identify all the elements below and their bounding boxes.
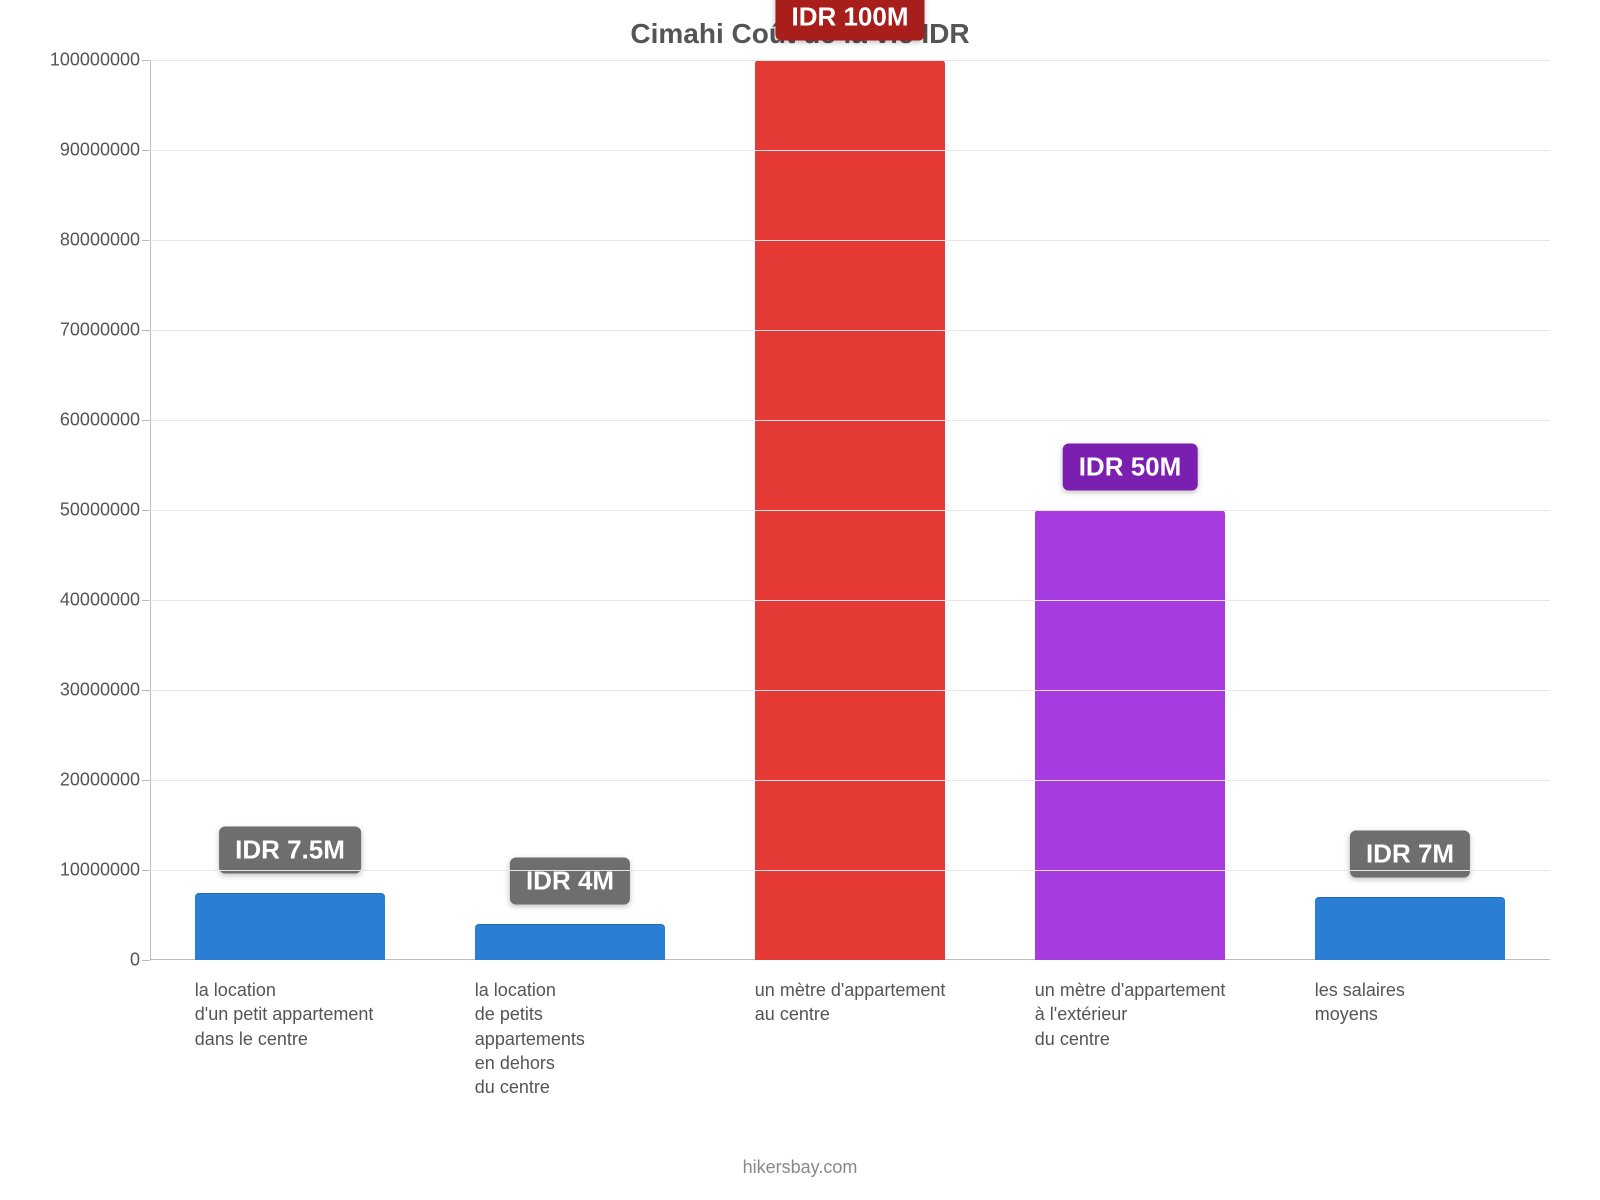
grid-line — [150, 60, 1550, 61]
bar — [475, 924, 665, 960]
x-axis-label: les salaires moyens — [1315, 978, 1545, 1027]
y-tick-mark — [142, 960, 150, 961]
bar-value-badge: IDR 100M — [775, 0, 924, 41]
y-tick-mark — [142, 60, 150, 61]
y-tick-label: 50000000 — [30, 500, 140, 521]
bar-value-badge: IDR 4M — [510, 858, 630, 905]
grid-line — [150, 780, 1550, 781]
y-tick-label: 90000000 — [30, 140, 140, 161]
y-tick-label: 30000000 — [30, 680, 140, 701]
y-tick-mark — [142, 510, 150, 511]
y-tick-label: 20000000 — [30, 770, 140, 791]
bar — [1035, 510, 1225, 960]
bar-value-badge: IDR 50M — [1063, 444, 1198, 491]
grid-line — [150, 420, 1550, 421]
x-axis-labels: la location d'un petit appartement dans … — [150, 970, 1550, 1170]
y-tick-label: 80000000 — [30, 230, 140, 251]
y-tick-mark — [142, 780, 150, 781]
x-axis-label: un mètre d'appartement à l'extérieur du … — [1035, 978, 1265, 1051]
grid-line — [150, 510, 1550, 511]
plot-area: IDR 7.5MIDR 4MIDR 100MIDR 50MIDR 7M 0100… — [150, 60, 1550, 960]
y-tick-label: 40000000 — [30, 590, 140, 611]
grid-line — [150, 690, 1550, 691]
y-tick-label: 60000000 — [30, 410, 140, 431]
grid-line — [150, 240, 1550, 241]
y-tick-mark — [142, 870, 150, 871]
grid-line — [150, 600, 1550, 601]
y-tick-mark — [142, 420, 150, 421]
chart-footer: hikersbay.com — [0, 1157, 1600, 1178]
y-tick-mark — [142, 690, 150, 691]
chart-container: Cimahi Coût de la vie IDR IDR 7.5MIDR 4M… — [0, 0, 1600, 1200]
y-tick-mark — [142, 330, 150, 331]
y-tick-mark — [142, 240, 150, 241]
y-tick-label: 70000000 — [30, 320, 140, 341]
y-tick-label: 0 — [30, 950, 140, 971]
grid-line — [150, 330, 1550, 331]
bar — [195, 893, 385, 961]
bar — [1315, 897, 1505, 960]
y-tick-mark — [142, 150, 150, 151]
y-tick-label: 100000000 — [30, 50, 140, 71]
x-axis-label: la location d'un petit appartement dans … — [195, 978, 425, 1051]
y-tick-mark — [142, 600, 150, 601]
grid-line — [150, 150, 1550, 151]
x-axis-label: un mètre d'appartement au centre — [755, 978, 985, 1027]
y-tick-label: 10000000 — [30, 860, 140, 881]
x-axis-label: la location de petits appartements en de… — [475, 978, 705, 1099]
grid-line — [150, 870, 1550, 871]
bar-value-badge: IDR 7.5M — [219, 826, 361, 873]
